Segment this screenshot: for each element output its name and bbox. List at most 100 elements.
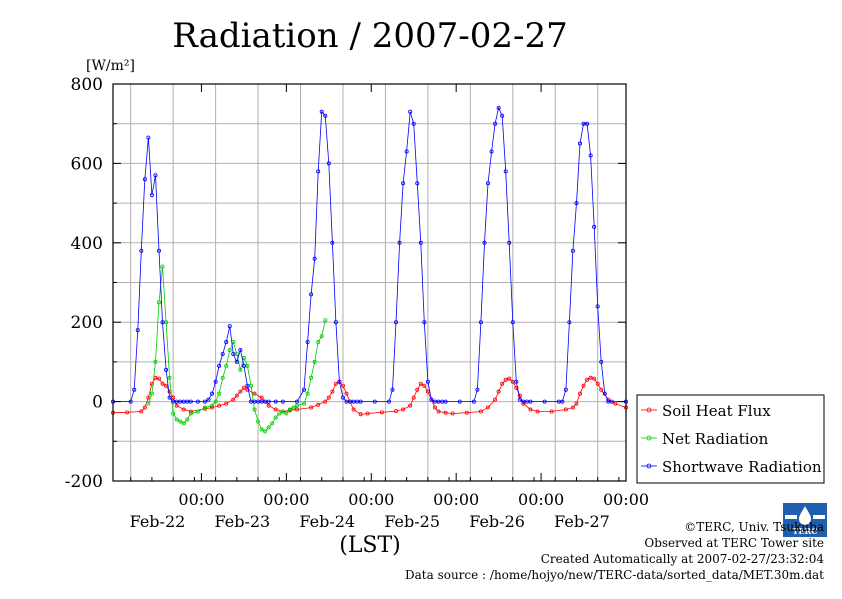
data-point [401, 181, 406, 186]
data-point [305, 391, 310, 396]
data-point [277, 411, 282, 416]
data-point [592, 224, 597, 229]
data-point [528, 407, 533, 412]
y-tick-label: -200 [65, 472, 103, 492]
data-point [599, 359, 604, 364]
data-point [578, 391, 583, 396]
data-point [482, 240, 487, 245]
data-point [507, 376, 512, 381]
data-point [574, 401, 579, 406]
data-point [372, 399, 377, 404]
data-point [252, 407, 257, 412]
x-tick-date: Feb-26 [469, 512, 525, 531]
data-point [542, 399, 547, 404]
data-point [510, 320, 515, 325]
data-point [503, 377, 508, 382]
data-point [358, 399, 363, 404]
data-point [210, 391, 215, 396]
data-point [185, 417, 190, 422]
data-point [592, 376, 597, 381]
data-point [365, 411, 370, 416]
data-point [390, 387, 395, 392]
data-point [181, 407, 186, 412]
data-point [443, 399, 448, 404]
data-point [517, 397, 522, 402]
x-tick-time: 00:00 [603, 490, 649, 509]
legend-label: Shortwave Radiation [662, 458, 822, 476]
data-point [273, 407, 278, 412]
data-point [333, 381, 338, 386]
terc-logo-icon: TERC [783, 503, 827, 537]
data-point [241, 363, 246, 368]
data-point [507, 240, 512, 245]
x-tick-date: Feb-25 [384, 512, 440, 531]
legend-marker [646, 463, 652, 469]
data-point [220, 375, 225, 380]
data-point [422, 320, 427, 325]
data-point [174, 417, 179, 422]
data-point [195, 399, 200, 404]
data-point [323, 318, 328, 323]
data-point [358, 412, 363, 417]
data-point [280, 399, 285, 404]
legend-marker [646, 435, 652, 441]
data-point [408, 403, 413, 408]
logo-text: TERC [792, 526, 817, 536]
data-point [535, 409, 540, 414]
x-tick-time: 00:00 [263, 490, 309, 509]
data-point [581, 383, 586, 388]
data-point [567, 320, 572, 325]
data-point [563, 407, 568, 412]
x-ticks: 00:00 Feb-22 00:00 Feb-23 00:00 Feb-24 00:00 Fe… [130, 84, 649, 531]
y-tick-label: 0 [92, 393, 103, 413]
copyright-text: ©TERC, Univ. Tsukuba [684, 520, 824, 534]
data-point [436, 409, 441, 414]
y-tick-label: 600 [71, 154, 103, 174]
data-point [503, 169, 508, 174]
data-point [149, 381, 154, 386]
series-layer [111, 105, 629, 434]
series-2 [146, 264, 328, 434]
data-point [379, 410, 384, 415]
data-point [270, 421, 275, 426]
data-point [164, 383, 169, 388]
data-point [574, 201, 579, 206]
chart-title: Radiation / 2007-02-27 [172, 16, 568, 56]
data-point [128, 399, 133, 404]
data-point [425, 379, 430, 384]
data-point [178, 419, 183, 424]
x-tick-time: 00:00 [348, 490, 394, 509]
data-point [294, 399, 299, 404]
data-point [401, 407, 406, 412]
data-point [344, 391, 349, 396]
data-point [309, 292, 314, 297]
data-point [397, 240, 402, 245]
data-point [263, 429, 268, 434]
data-point [213, 379, 218, 384]
data-point [302, 387, 307, 392]
data-point [167, 395, 172, 400]
x-tick-date: Feb-22 [130, 512, 186, 531]
data-point [411, 395, 416, 400]
data-point [273, 399, 278, 404]
data-point [340, 383, 345, 388]
x-axis-label: (LST) [339, 533, 401, 558]
x-tick-time: 00:00 [518, 490, 564, 509]
data-point [181, 421, 186, 426]
data-point [500, 381, 505, 386]
data-point [146, 401, 151, 406]
data-point [210, 403, 215, 408]
data-point [280, 409, 285, 414]
data-point [312, 359, 317, 364]
y-tick-label: 400 [71, 234, 103, 254]
y-axis-unit: [W/m²] [86, 58, 135, 74]
data-point [309, 405, 314, 410]
series-3 [111, 105, 629, 404]
data-point [231, 397, 236, 402]
data-point [340, 395, 345, 400]
data-point [443, 410, 448, 415]
data-point [330, 240, 335, 245]
series-line [112, 377, 627, 415]
data-point [312, 256, 317, 261]
data-point [330, 389, 335, 394]
